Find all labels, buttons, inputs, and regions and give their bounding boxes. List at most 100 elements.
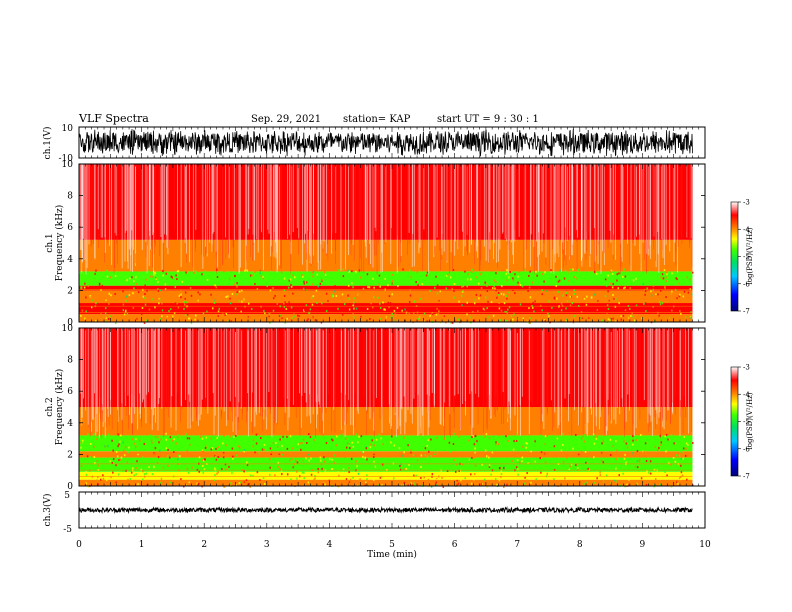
- spectrogram-speck: [670, 485, 673, 488]
- spectrogram-speck: [491, 451, 494, 454]
- spectrogram-speck: [321, 467, 323, 470]
- spectrogram-speck: [170, 308, 172, 311]
- spectrogram-speck: [686, 276, 688, 279]
- spectrogram-speck: [449, 450, 452, 453]
- spectrogram-speck: [224, 485, 227, 488]
- spectrogram-speck: [401, 309, 403, 312]
- spectrogram-speck: [204, 448, 207, 451]
- spectrogram-speck: [352, 445, 355, 448]
- spectrogram-speck: [128, 446, 130, 449]
- spectrogram-speck: [364, 476, 367, 479]
- spectrogram-speck: [256, 471, 259, 474]
- spectrogram-speck: [115, 451, 118, 454]
- spectrogram-speck: [371, 306, 374, 309]
- spectrogram-speck: [520, 269, 523, 272]
- spectrogram-speck: [217, 315, 219, 318]
- spectrogram-speck: [538, 454, 540, 457]
- spectrogram-speck: [514, 294, 517, 297]
- spectrogram-speck: [441, 439, 444, 442]
- spectrogram-speck: [543, 448, 545, 451]
- spectrogram-speck: [96, 459, 99, 462]
- spectrogram-speck: [505, 294, 507, 297]
- spectrogram-speck: [111, 439, 113, 442]
- spectrogram-speck: [261, 448, 264, 451]
- spectrogram-speck: [664, 470, 666, 473]
- spectrogram-speck: [293, 466, 296, 469]
- spectrogram-speck: [86, 455, 89, 458]
- spectrogram-speck: [215, 458, 218, 461]
- spectrogram-speck: [603, 433, 606, 436]
- spectrogram-speck: [289, 459, 291, 462]
- spectrogram-speck: [370, 302, 372, 305]
- spectrogram-speck: [152, 442, 154, 445]
- spectrogram-speck: [84, 435, 86, 438]
- spectrogram-speck: [238, 446, 241, 449]
- spectrogram-speck: [203, 468, 206, 471]
- spectrogram-speck: [126, 461, 129, 464]
- spectrogram-speck: [233, 283, 236, 286]
- station-label: station= KAP: [343, 114, 411, 125]
- spectrogram-speck: [653, 484, 656, 487]
- spectrogram-speck: [559, 269, 561, 272]
- spectrogram-speck: [583, 434, 585, 437]
- spectrogram-speck: [611, 300, 614, 303]
- spectrogram-speck: [215, 469, 218, 472]
- spectrogram-speck: [447, 273, 449, 276]
- spectrogram-speck: [348, 443, 351, 446]
- spectrogram-speck: [244, 269, 246, 272]
- spectrogram-speck: [381, 484, 383, 487]
- spectrogram-speck: [658, 444, 661, 447]
- spectrogram-speck: [157, 456, 160, 459]
- spectrogram-speck: [459, 469, 461, 472]
- spectrogram-speck: [387, 455, 389, 458]
- spectrogram-speck: [133, 474, 136, 477]
- spectrogram-speck: [327, 299, 329, 302]
- spectrogram-speck: [611, 310, 614, 313]
- spectrogram-speck: [112, 471, 114, 474]
- spectrogram-speck: [181, 280, 184, 283]
- spectrogram-speck: [100, 313, 102, 316]
- spectrogram-speck: [683, 435, 685, 438]
- spectrogram-speck: [571, 302, 574, 305]
- spectrogram-speck: [680, 478, 682, 481]
- spectrogram-speck: [323, 275, 326, 278]
- spectrogram-speck: [692, 442, 694, 445]
- spectrogram-speck: [631, 312, 633, 315]
- spectrogram-speck: [297, 443, 300, 446]
- spectrogram-speck: [665, 450, 667, 453]
- spectrogram-speck: [612, 445, 614, 448]
- spectrogram-speck: [635, 277, 637, 280]
- spectrogram-speck: [166, 304, 169, 307]
- spectrogram-speck: [544, 319, 547, 322]
- spectrogram-speck: [624, 453, 626, 456]
- spectrogram-speck: [364, 480, 367, 483]
- spectrogram-speck: [494, 477, 497, 480]
- spectrogram-speck: [314, 441, 317, 444]
- spectrogram-speck: [457, 472, 460, 475]
- spectrogram-speck: [485, 455, 488, 458]
- spectrogram-speck: [145, 278, 147, 281]
- spectrogram-speck: [607, 290, 609, 293]
- spectrogram-speck: [356, 465, 358, 468]
- spectrogram-speck: [654, 291, 657, 294]
- spectrogram-speck: [274, 294, 276, 297]
- spectrogram-speck: [622, 314, 625, 317]
- spectrogram-speck: [236, 282, 238, 285]
- spectrogram-speck: [87, 284, 89, 287]
- spectrogram-speck: [197, 291, 199, 294]
- spectrogram-speck: [310, 482, 312, 485]
- spectrogram-speck: [650, 294, 653, 297]
- spectrogram-speck: [132, 292, 134, 295]
- spectrogram-speck: [565, 292, 568, 295]
- spectrogram-speck: [81, 309, 84, 312]
- spectrogram-speck: [637, 458, 639, 461]
- spectrogram-speck: [221, 462, 224, 465]
- spectrogram-speck: [626, 483, 628, 486]
- colorbar-tick-label: -4: [743, 391, 750, 399]
- spectrogram-speck: [382, 464, 384, 467]
- spectrogram-speck: [665, 433, 668, 436]
- spectrogram-speck: [443, 476, 446, 479]
- spectrogram-speck: [673, 308, 676, 311]
- spectrogram-speck: [547, 312, 549, 315]
- spectrogram-speck: [331, 458, 333, 461]
